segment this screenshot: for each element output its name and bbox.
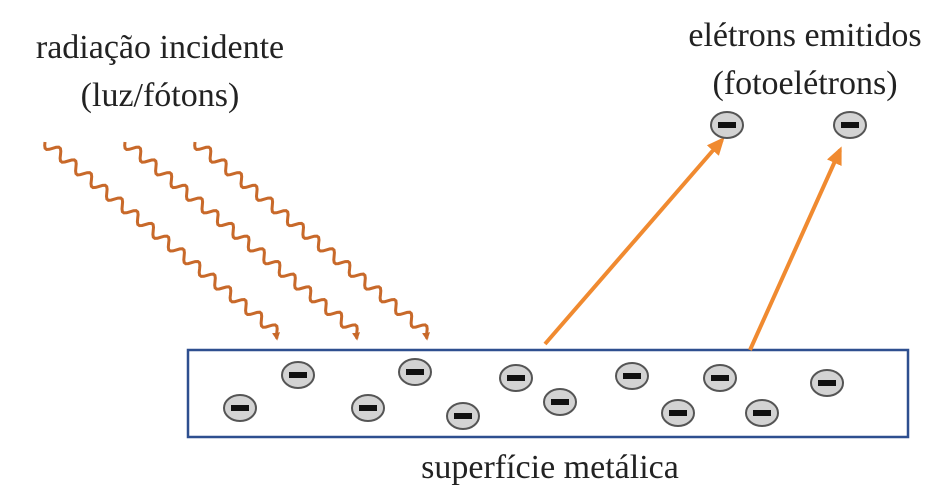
surface-label: superfície metálica: [421, 449, 679, 486]
photon-wave: [125, 142, 358, 339]
photons: [45, 142, 428, 339]
emission-arrow: [545, 140, 722, 344]
incident-label: radiação incidente: [36, 29, 284, 66]
emitted-label: (fotoelétrons): [712, 65, 897, 102]
diagram: radiação incidente (luz/fótons) elétrons…: [0, 0, 947, 493]
emission-arrow: [750, 150, 840, 350]
incident-label: (luz/fótons): [81, 77, 240, 114]
photon-wave: [195, 142, 428, 339]
photon-wave: [45, 142, 278, 339]
electrons: [224, 112, 866, 429]
emitted-label: elétrons emitidos: [688, 17, 921, 54]
